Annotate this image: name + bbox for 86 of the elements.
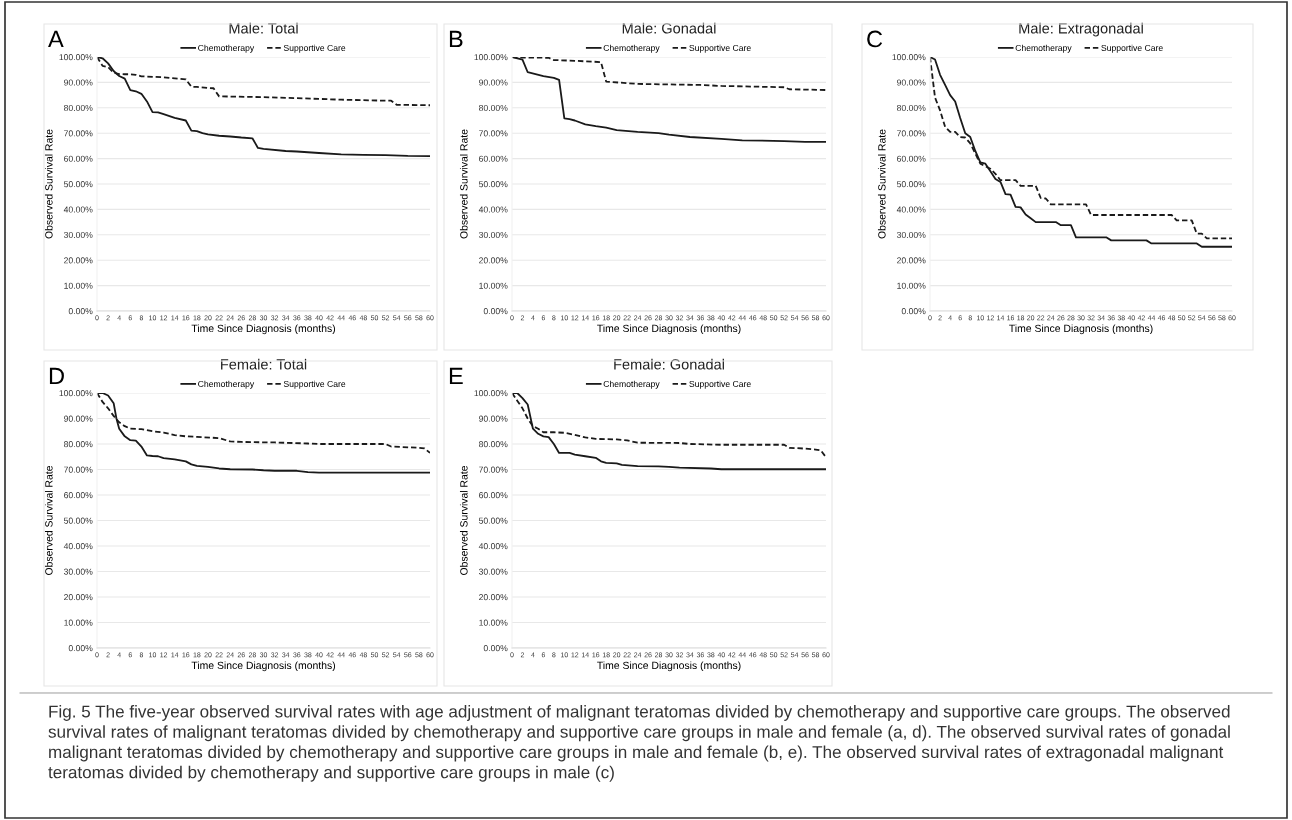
x-axis-title: Time Since Diagnosis (months) (191, 324, 336, 335)
y-tick-label: 60.00% (479, 492, 508, 499)
chart-title: Female: Gonadal (614, 358, 724, 370)
legend-label: Supportive Care (1101, 44, 1163, 53)
legend-label: Supportive Care (283, 44, 346, 53)
y-tick-label: 70.00% (64, 466, 93, 473)
y-axis-title: Observed Survival Rate (44, 129, 53, 239)
y-axis-title: Observed Survival Rate (44, 465, 53, 575)
legend-label: Supportive Care (689, 380, 751, 389)
y-tick-label: 30.00% (896, 231, 926, 238)
y-tick-label: 10.00% (897, 282, 926, 289)
y-axis-title: Observed Survival Rate (877, 129, 886, 239)
legend-label: Chemotherapy (198, 380, 255, 389)
y-tick-label: 100.00% (474, 390, 508, 397)
y-tick-label: 50.00% (478, 181, 508, 188)
legend-label: Chemotherapy (603, 380, 660, 389)
y-tick-label: 20.00% (64, 257, 93, 264)
y-tick-label: 60.00% (897, 155, 926, 162)
text: D (49, 367, 64, 385)
text: C (867, 30, 883, 48)
y-tick-label: 10.00% (479, 282, 508, 289)
y-tick-label: 50.00% (63, 181, 93, 188)
y-tick-label: 70.00% (64, 130, 93, 137)
y-tick-label: 20.00% (479, 257, 508, 264)
y-tick-label: 40.00% (478, 206, 508, 213)
x-axis-title: Time Since Diagnosis (months) (1009, 324, 1153, 335)
y-tick-label: 30.00% (63, 231, 93, 238)
legend-label: Supportive Care (689, 44, 751, 53)
y-tick-label: 90.00% (479, 415, 508, 422)
caption: Fig. 5 The five-year observed survival rates with age adjustment of malignant teratomas divided by chemotherapy and supportive care groups. The observed survival rates of malignant teratomas divided by chemotherapy and supportive care groups in male and female (a, d). The observed survival rates of gonadal malignant teratomas divided by chemotherapy and supportive care groups in male and female (b, e). The observed survival rates of extragonadal malignant teratomas divided by chemotherapy and supportive care groups in male (c) (48, 705, 1230, 782)
y-tick-label: 20.00% (897, 257, 926, 264)
y-tick-label: 60.00% (479, 155, 508, 162)
text: B (449, 30, 463, 48)
y-tick-label: 100.00% (892, 54, 926, 61)
y-tick-label: 100.00% (474, 54, 508, 61)
text: A (48, 30, 64, 48)
y-tick-label: 70.00% (897, 130, 926, 137)
y-tick-label: 90.00% (64, 79, 93, 86)
y-tick-label: 90.00% (479, 79, 508, 86)
legend-label: Supportive Care (283, 380, 346, 389)
y-tick-label: 0.00% (68, 645, 93, 652)
y-tick-label: 80.00% (897, 104, 926, 111)
y-tick-label: 40.00% (63, 206, 93, 213)
y-tick-label: 20.00% (479, 594, 508, 601)
y-tick-label: 40.00% (63, 543, 93, 550)
chart-title: Male: Total (229, 22, 298, 34)
chart-title: Female: Total (221, 358, 307, 370)
y-tick-label: 10.00% (64, 282, 93, 289)
legend-label: Chemotherapy (603, 44, 660, 53)
y-tick-label: 0.00% (483, 308, 508, 315)
legend-label: Chemotherapy (1015, 44, 1072, 53)
y-tick-label: 90.00% (64, 415, 93, 422)
x-axis-title: Time Since Diagnosis (months) (191, 661, 336, 672)
y-tick-label: 50.00% (63, 517, 93, 524)
y-tick-label: 10.00% (64, 619, 93, 626)
y-tick-label: 10.00% (479, 619, 508, 626)
y-tick-label: 0.00% (901, 308, 926, 315)
y-tick-label: 40.00% (478, 543, 508, 550)
x-axis-title: Time Since Diagnosis (months) (597, 324, 741, 335)
y-tick-label: 80.00% (64, 104, 93, 111)
y-tick-label: 0.00% (68, 308, 93, 315)
y-tick-label: 30.00% (63, 568, 93, 575)
chart-title: Male: Gonadal (622, 22, 716, 34)
y-tick-label: 60.00% (64, 492, 93, 499)
y-tick-label: 80.00% (479, 441, 508, 448)
y-tick-label: 100.00% (59, 390, 93, 397)
y-tick-label: 30.00% (478, 231, 508, 238)
y-tick-label: 20.00% (64, 594, 93, 601)
legend-label: Chemotherapy (198, 44, 255, 53)
y-tick-label: 80.00% (479, 104, 508, 111)
y-tick-label: 80.00% (64, 441, 93, 448)
text: E (449, 367, 463, 385)
y-tick-label: 40.00% (896, 206, 926, 213)
y-tick-label: 60.00% (64, 155, 93, 162)
y-tick-label: 70.00% (479, 130, 508, 137)
y-axis-title: Observed Survival Rate (459, 465, 468, 575)
y-tick-label: 90.00% (897, 79, 926, 86)
y-axis-title: Observed Survival Rate (459, 129, 468, 239)
y-tick-label: 0.00% (483, 645, 508, 652)
y-tick-label: 70.00% (479, 466, 508, 473)
chart-title: Male: Extragonadal (1019, 22, 1143, 37)
y-tick-label: 50.00% (896, 181, 926, 188)
y-tick-label: 100.00% (59, 54, 93, 61)
y-tick-label: 30.00% (478, 568, 508, 575)
y-tick-label: 50.00% (478, 517, 508, 524)
x-axis-title: Time Since Diagnosis (months) (597, 661, 741, 672)
